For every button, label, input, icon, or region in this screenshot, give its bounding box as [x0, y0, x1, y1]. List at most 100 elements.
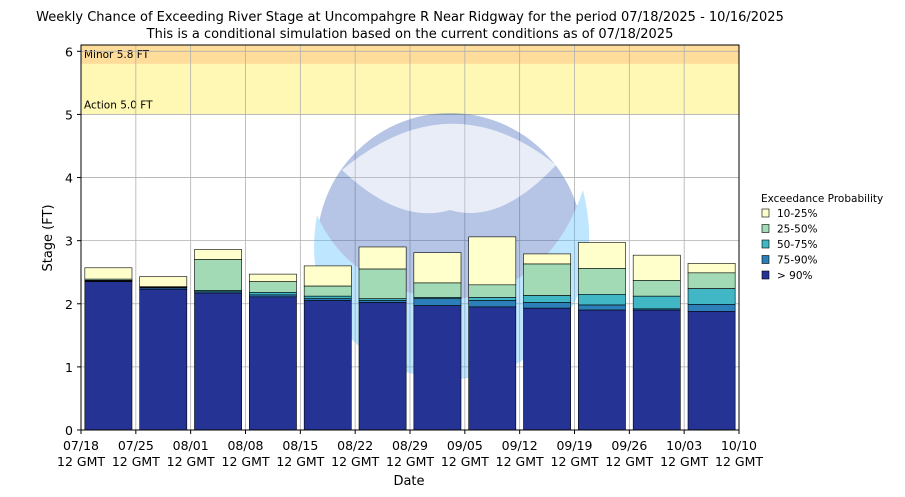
legend-title: Exceedance Probability [761, 193, 883, 205]
threshold-label-0: Minor 5.8 FT [84, 49, 150, 61]
x-tick-time-6: 12 GMT [386, 454, 434, 469]
bar-6-7590 [413, 298, 462, 306]
y-tick-label-4: 4 [65, 171, 73, 186]
bar-8-2550 [523, 263, 571, 296]
bar-7-1025 [468, 236, 517, 286]
bar-8-1025 [523, 253, 571, 265]
x-tick-date-0: 07/18 [63, 438, 99, 453]
noaa-emblem-bird [342, 123, 556, 214]
bar-9-2550 [578, 268, 626, 295]
x-tick-date-1: 07/25 [118, 438, 154, 453]
bar-9-90 [578, 309, 626, 431]
bar-11-90 [687, 311, 736, 431]
x-tick-date-9: 09/19 [556, 438, 592, 453]
bar-1-90 [139, 288, 188, 431]
x-tick-date-4: 08/15 [282, 438, 318, 453]
y-tick-label-1: 1 [65, 360, 73, 375]
bar-3-5075 [249, 292, 297, 296]
y-axis-label: Stage (FT) [41, 204, 56, 271]
x-tick-time-0: 12 GMT [57, 454, 105, 469]
bar-8-5075 [523, 295, 571, 303]
x-tick-time-1: 12 GMT [112, 454, 160, 469]
x-tick-date-8: 09/12 [502, 438, 538, 453]
x-tick-time-7: 12 GMT [441, 454, 489, 469]
bar-9-5075 [578, 294, 626, 306]
bar-9-1025 [578, 242, 626, 269]
legend-swatch-4 [761, 270, 770, 280]
x-tick-time-11: 12 GMT [660, 454, 708, 469]
x-tick-time-9: 12 GMT [551, 454, 599, 469]
x-tick-date-11: 10/03 [666, 438, 702, 453]
threshold-label-1: Action 5.0 FT [84, 99, 153, 111]
bar-7-90 [468, 306, 517, 431]
bar-6-2550 [413, 282, 462, 298]
x-tick-time-12: 12 GMT [715, 454, 763, 469]
y-tick-label-6: 6 [65, 44, 73, 59]
bar-2-90 [194, 292, 242, 431]
legend-label-0: 10-25% [777, 208, 818, 220]
bar-7-2550 [468, 284, 517, 298]
x-tick-time-10: 12 GMT [605, 454, 653, 469]
x-tick-date-7: 09/05 [447, 438, 483, 453]
chart-title: Weekly Chance of Exceeding River Stage a… [36, 10, 784, 25]
legend-label-1: 25-50% [777, 224, 818, 236]
bar-8-90 [523, 307, 571, 431]
legend-swatch-2 [761, 239, 770, 249]
y-tick-label-3: 3 [65, 234, 73, 249]
x-tick-date-3: 08/08 [227, 438, 263, 453]
bar-2-1025 [194, 249, 242, 260]
x-tick-date-2: 08/01 [173, 438, 209, 453]
x-tick-date-10: 09/26 [611, 438, 647, 453]
legend-swatch-1 [761, 224, 770, 233]
bar-0-1025 [84, 267, 133, 280]
bar-5-90 [358, 302, 407, 431]
legend-label-4: > 90% [777, 270, 812, 282]
bar-11-1025 [687, 263, 736, 274]
bar-0-90 [84, 281, 133, 431]
bar-3-2550 [249, 281, 297, 293]
y-tick-label-0: 0 [65, 423, 73, 438]
bar-3-1025 [249, 273, 297, 282]
bar-10-2550 [632, 280, 681, 297]
x-tick-time-4: 12 GMT [276, 454, 324, 469]
x-tick-time-5: 12 GMT [331, 454, 379, 469]
y-tick-label-5: 5 [65, 107, 73, 122]
legend-label-2: 50-75% [777, 239, 818, 251]
chart-subtitle: This is a conditional simulation based o… [146, 27, 674, 42]
x-axis-label: Date [393, 474, 424, 489]
x-tick-time-2: 12 GMT [167, 454, 215, 469]
bar-10-5075 [632, 295, 681, 310]
bar-10-90 [632, 309, 681, 431]
bar-8-7590 [523, 302, 571, 309]
bar-1-1025 [139, 276, 188, 288]
bar-2-2550 [194, 259, 242, 291]
bar-7-5075 [468, 297, 517, 301]
x-tick-time-3: 12 GMT [222, 454, 270, 469]
legend-swatch-0 [761, 208, 770, 218]
legend-swatch-3 [761, 255, 770, 264]
bar-3-90 [249, 296, 297, 431]
bar-11-5075 [687, 288, 736, 305]
bar-6-1025 [413, 252, 462, 284]
bar-7-7590 [468, 300, 517, 308]
bar-4-5075 [303, 295, 352, 300]
x-tick-date-12: 10/10 [721, 438, 757, 453]
bar-5-1025 [358, 246, 407, 270]
x-tick-date-5: 08/22 [337, 438, 373, 453]
bar-11-7590 [687, 304, 736, 312]
legend-label-3: 75-90% [777, 255, 818, 267]
bar-4-2550 [303, 285, 352, 297]
bar-4-1025 [303, 265, 352, 287]
x-tick-date-6: 08/29 [392, 438, 428, 453]
bar-9-7590 [578, 304, 626, 311]
bar-10-1025 [632, 254, 681, 281]
bar-6-90 [413, 305, 462, 431]
bar-5-2550 [358, 268, 407, 300]
bar-4-90 [303, 300, 352, 431]
y-tick-label-2: 2 [65, 297, 73, 312]
bar-11-2550 [687, 272, 736, 289]
legend: Exceedance Probability 10-25% 25-50% 50-75… [761, 193, 883, 282]
x-tick-time-8: 12 GMT [496, 454, 544, 469]
